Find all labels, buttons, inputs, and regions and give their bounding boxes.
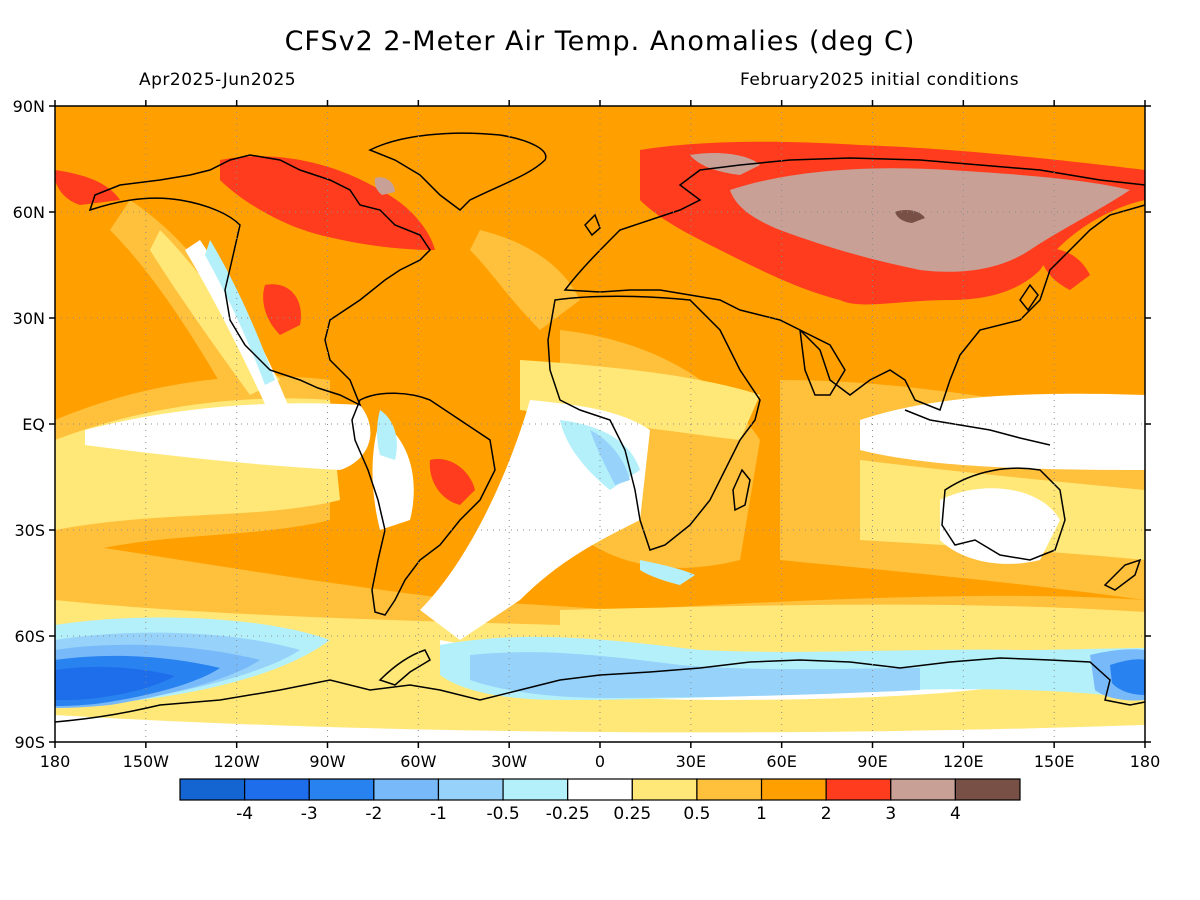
colorbar-label: 3 — [885, 804, 896, 824]
lat-tick-label: 30N — [13, 309, 45, 328]
lon-tick-label: 30W — [491, 752, 527, 771]
lon-tick-label: 150E — [1034, 752, 1075, 771]
lon-tick-label: 0 — [595, 752, 605, 771]
anomaly-field — [55, 106, 1145, 742]
colorbar-label: 0.5 — [683, 804, 710, 824]
field-band-3-4 — [374, 153, 1130, 272]
lon-tick-label: 180 — [40, 752, 71, 771]
colorbar-label: -0.5 — [486, 804, 519, 824]
field-band-neg-3 — [55, 666, 175, 700]
lat-tick-label: 90S — [14, 733, 45, 752]
colorbar-label: 2 — [821, 804, 832, 824]
lon-tick-label: 90E — [857, 752, 887, 771]
coastlines — [55, 132, 1145, 723]
lat-tick-label: EQ — [22, 415, 45, 434]
lon-tick-label: 60E — [766, 752, 796, 771]
colorbar-label: 0.25 — [613, 804, 651, 824]
colorbar-label: -3 — [301, 804, 318, 824]
colorbar-label: -4 — [236, 804, 253, 824]
colorbar-swatch — [825, 778, 892, 801]
colorbar-swatch — [696, 778, 763, 801]
colorbar-swatch — [631, 778, 698, 801]
colorbar-swatch — [760, 778, 827, 801]
lat-tick-label: 60N — [13, 203, 45, 222]
colorbar-swatch — [373, 778, 440, 801]
lat-tick-label: 60S — [14, 627, 45, 646]
lon-tick-label: 150W — [123, 752, 170, 771]
colorbar-label: 1 — [756, 804, 767, 824]
map-title: CFSv2 2-Meter Air Temp. Anomalies (deg C… — [284, 26, 916, 57]
colorbar-swatch — [502, 778, 569, 801]
latitude-axis: 90N 60N 30N EQ 30S 60S 90S — [13, 97, 1151, 752]
lat-tick-label: 90N — [13, 97, 45, 116]
colorbar: -4 -3 -2 -1 -0.5 -0.25 0.25 0.5 1 2 3 4 — [179, 778, 1021, 824]
lon-tick-label: 60W — [400, 752, 436, 771]
colorbar-swatch — [567, 778, 633, 801]
colorbar-swatch — [954, 778, 1021, 801]
colorbar-swatch — [179, 778, 246, 801]
colorbar-swatch — [890, 778, 956, 801]
colorbar-swatch — [308, 778, 375, 801]
lon-tick-label: 30E — [676, 752, 706, 771]
longitude-axis: 180 150W 120W 90W 60W 30W 0 30E 60E 90E 120E 150E 18… — [40, 100, 1161, 771]
colorbar-swatch — [437, 778, 504, 801]
lat-tick-label: 30S — [14, 521, 45, 540]
lon-tick-label: 180 — [1130, 752, 1161, 771]
colorbar-label: -0.25 — [546, 804, 590, 824]
lon-tick-label: 90W — [309, 752, 345, 771]
graticule — [55, 106, 1145, 742]
lon-tick-label: 120W — [213, 752, 260, 771]
lon-tick-label: 120E — [943, 752, 984, 771]
initial-conditions-label: February2025 initial conditions — [740, 70, 1020, 90]
colorbar-swatch — [244, 778, 310, 801]
colorbar-label: -2 — [365, 804, 382, 824]
forecast-period: Apr2025-Jun2025 — [139, 70, 297, 90]
colorbar-label: -1 — [430, 804, 447, 824]
colorbar-label: 4 — [950, 804, 961, 824]
field-band-above-4 — [895, 210, 925, 223]
